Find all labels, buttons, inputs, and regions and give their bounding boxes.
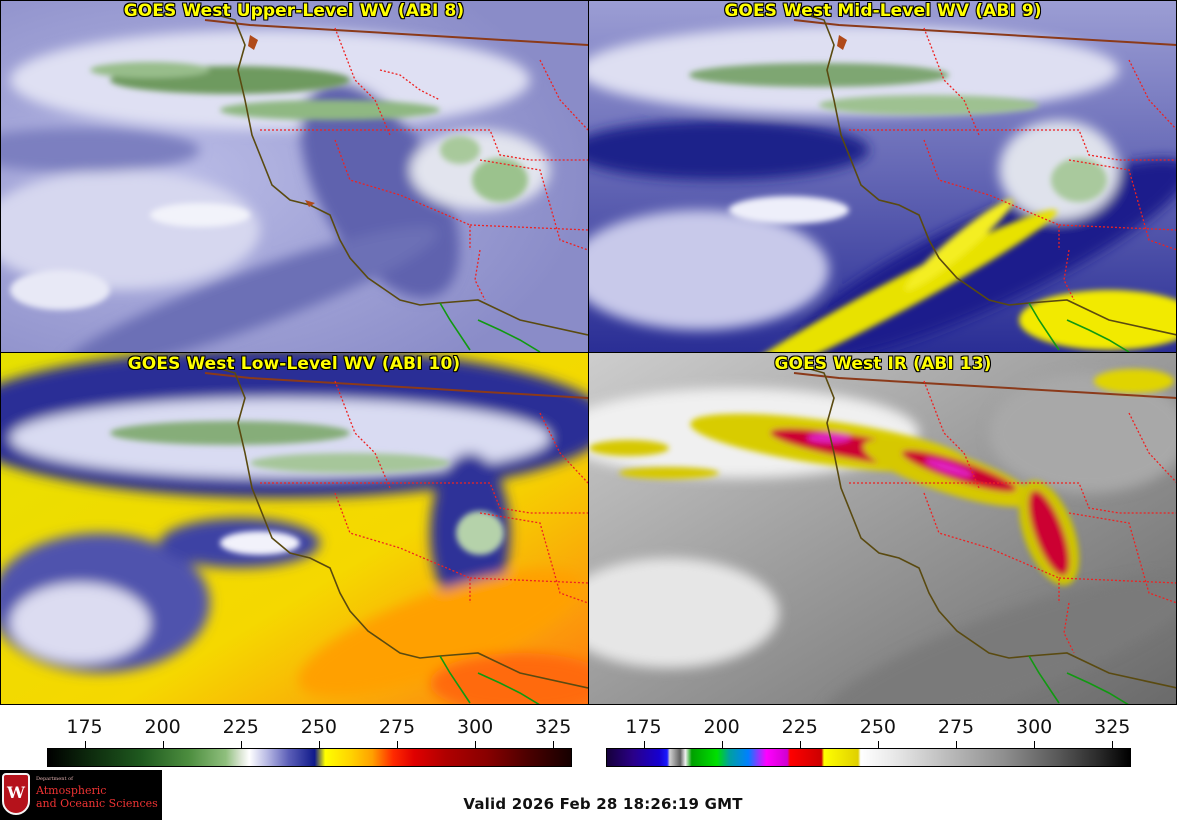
colorbar-tick-label: 250	[300, 716, 338, 738]
colorbar-wv: 175 200 225 250 275 300 325	[47, 712, 572, 772]
panel-ir: GOES West IR (ABI 13)	[589, 353, 1177, 705]
logo-dept-line: Department of	[36, 776, 73, 782]
colorbar-tick-mark	[475, 741, 477, 748]
colorbar-tick-mark	[1034, 741, 1036, 748]
colorbar-tick-label: 300	[1015, 716, 1053, 738]
colorbar-tick-label: 325	[535, 716, 572, 738]
colorbar-tick-mark	[643, 741, 645, 748]
ir-imagery	[589, 353, 1177, 705]
panel-divider-vertical	[588, 0, 589, 705]
low-level-wv-imagery	[0, 353, 588, 705]
logo-name: Atmospheric and Oceanic Sciences	[36, 784, 158, 810]
colorbar-tick-label: 275	[937, 716, 975, 738]
colorbar-tick-marks	[47, 741, 572, 748]
panel-title: GOES West Mid-Level WV (ABI 9)	[724, 1, 1042, 21]
colorbar-tick-mark	[553, 741, 555, 748]
colorbar-tick-label: 300	[456, 716, 494, 738]
colorbar-tick-label: 275	[378, 716, 416, 738]
colorbar-tick-mark	[877, 741, 879, 748]
panel-title: GOES West IR (ABI 13)	[774, 354, 992, 374]
colorbar-ir: 175 200 225 250 275 300 325	[606, 712, 1131, 772]
colorbar-tick-mark	[240, 741, 242, 748]
colorbar-tick-label: 175	[625, 716, 662, 738]
colorbar-tick-label: 250	[859, 716, 897, 738]
colorbar-tick-mark	[721, 741, 723, 748]
logo-name-line2: and Oceanic Sciences	[36, 797, 158, 810]
panel-title: GOES West Upper-Level WV (ABI 8)	[123, 1, 465, 21]
colorbar-tick-label: 200	[144, 716, 181, 738]
uw-crest-icon: W	[2, 773, 30, 815]
colorbar-tick-label: 225	[222, 716, 259, 738]
colorbar-tick-marks	[606, 741, 1131, 748]
panel-title: GOES West Low-Level WV (ABI 10)	[127, 354, 461, 374]
colorbar-tick-mark	[397, 741, 398, 748]
colorbar-tick-mark	[956, 741, 957, 748]
panel-low-level-wv: GOES West Low-Level WV (ABI 10)	[0, 353, 588, 705]
mid-level-wv-imagery	[589, 0, 1177, 352]
colorbar-tick-label: 225	[781, 716, 818, 738]
colorbar-tick-mark	[1112, 741, 1114, 748]
colorbar-tick-labels: 175 200 225 250 275 300 325	[606, 712, 1131, 738]
colorbar-tick-label: 175	[66, 716, 103, 738]
panel-mid-level-wv: GOES West Mid-Level WV (ABI 9)	[589, 0, 1177, 352]
upper-level-wv-imagery	[0, 0, 588, 352]
valid-time: Valid 2026 Feb 28 18:26:19 GMT	[463, 795, 743, 813]
colorbar-gradient	[47, 748, 572, 767]
panel-upper-level-wv: GOES West Upper-Level WV (ABI 8)	[0, 0, 588, 352]
colorbar-tick-label: 200	[703, 716, 740, 738]
colorbar-tick-mark	[162, 741, 164, 748]
colorbar-tick-mark	[84, 741, 86, 748]
colorbar-tick-label: 325	[1094, 716, 1131, 738]
colorbar-tick-labels: 175 200 225 250 275 300 325	[47, 712, 572, 738]
uw-aos-logo[interactable]: W Department of Atmospheric and Oceanic …	[0, 770, 162, 820]
colorbar-gradient	[606, 748, 1131, 767]
colorbar-tick-mark	[318, 741, 320, 748]
logo-name-line1: Atmospheric	[36, 784, 107, 797]
colorbar-tick-mark	[799, 741, 801, 748]
